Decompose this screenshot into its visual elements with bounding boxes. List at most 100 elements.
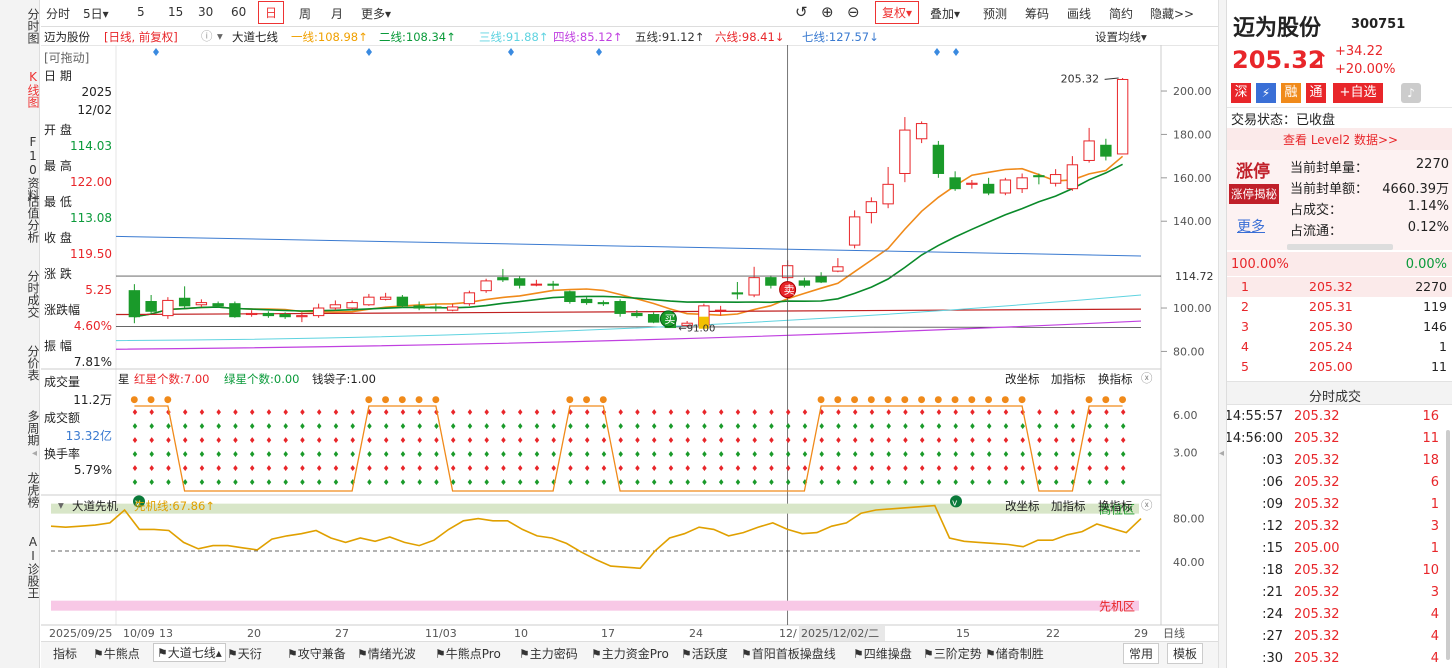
level2-link[interactable]: 查看 Level2 数据>> xyxy=(1227,128,1452,150)
indicator-tab-4[interactable]: ⚑攻守兼备 xyxy=(287,647,346,661)
sub2-close-icon[interactable]: ⓧ xyxy=(1141,498,1153,512)
period-tab-6[interactable]: 日 xyxy=(258,1,285,24)
candle[interactable] xyxy=(915,121,928,144)
candle[interactable] xyxy=(296,312,308,323)
period-tab-7[interactable]: 周 xyxy=(299,7,312,21)
nav-item-7[interactable]: 龙虎榜 xyxy=(26,472,40,508)
candle[interactable] xyxy=(798,277,811,288)
tag-margin[interactable]: 融 xyxy=(1281,83,1301,103)
candle[interactable] xyxy=(614,299,626,317)
period-tab-0[interactable]: 分时 xyxy=(46,7,71,21)
candle[interactable] xyxy=(463,290,476,306)
nav-item-4[interactable]: 分时成交 xyxy=(26,270,40,318)
tick-list[interactable]: 14:55:57 205.32 16 14:56:00 205.32 11:03 205.3… xyxy=(1227,406,1452,668)
indicator-tab-12[interactable]: ⚑三阶定势 xyxy=(923,647,982,661)
candle[interactable] xyxy=(765,275,777,289)
sub1-swap-indicator-button[interactable]: 换指标 xyxy=(1098,372,1133,386)
zoom-out-icon[interactable]: ⊖ xyxy=(847,3,860,21)
candle[interactable] xyxy=(245,310,258,317)
toolbar-item-2[interactable]: 筹码 xyxy=(1025,7,1050,21)
period-tab-3[interactable]: 15 xyxy=(168,5,184,19)
candle[interactable] xyxy=(1033,173,1045,185)
indicator-tab-0[interactable]: 指标 xyxy=(53,647,78,661)
candle[interactable] xyxy=(999,177,1012,196)
indicator-tab-8[interactable]: ⚑主力资金Pro xyxy=(591,647,669,661)
tag-connect[interactable]: 通 xyxy=(1306,83,1326,103)
indicator-tab-1[interactable]: ⚑牛熊点 xyxy=(93,647,140,661)
nav-item-0[interactable]: 分时图 xyxy=(26,8,40,44)
candle[interactable] xyxy=(1100,138,1112,161)
candle[interactable] xyxy=(262,311,275,318)
sub2-swap-indicator-button[interactable]: 换指标 xyxy=(1098,499,1133,513)
candle[interactable] xyxy=(832,258,844,273)
candle[interactable] xyxy=(128,284,141,324)
candle[interactable] xyxy=(195,299,208,307)
sub2-change-axis-button[interactable]: 改坐标 xyxy=(1005,499,1040,513)
indicator-tab-2[interactable]: ⚑大道七线▴ xyxy=(153,643,226,662)
right-panel-splitter[interactable] xyxy=(1218,0,1226,668)
kline-chart[interactable]: 200.00 180.00 160.00 140.00 100.00 80.00 114.7… xyxy=(41,45,1218,645)
candle[interactable] xyxy=(1016,173,1028,194)
undo-icon[interactable]: ↺ xyxy=(795,3,808,21)
candle[interactable] xyxy=(748,266,760,298)
bell-icon[interactable]: ♪ xyxy=(1401,83,1421,103)
candle[interactable] xyxy=(396,295,409,309)
draggable-hint[interactable]: [可拖动] xyxy=(44,51,90,65)
candle[interactable] xyxy=(966,179,978,189)
help-icon[interactable]: ⓘ xyxy=(201,29,213,43)
tag-shenzhen[interactable]: 深 xyxy=(1231,83,1251,103)
candle[interactable] xyxy=(212,301,224,309)
lightning-icon[interactable]: ⚡ xyxy=(1256,83,1276,103)
nav-item-2[interactable]: F10资料 xyxy=(26,135,40,201)
candle[interactable] xyxy=(865,197,878,224)
candle[interactable] xyxy=(279,312,291,319)
period-tab-2[interactable]: 5 xyxy=(137,5,145,19)
toolbar-item-0[interactable]: 叠加▾ xyxy=(930,7,961,21)
ticks-scrollbar[interactable] xyxy=(1446,430,1450,660)
candle[interactable] xyxy=(882,166,894,209)
indicator-tab-10[interactable]: ⚑首阳首板操盘线 xyxy=(741,647,836,661)
indicator-tab-13[interactable]: ⚑储奇制胜 xyxy=(985,647,1044,661)
zoom-in-icon[interactable]: ⊕ xyxy=(821,3,834,21)
candle[interactable] xyxy=(597,300,610,306)
period-tab-9[interactable]: 更多▾ xyxy=(361,7,392,21)
candle[interactable] xyxy=(312,303,325,318)
toolbar-item-3[interactable]: 画线 xyxy=(1067,7,1092,21)
period-tab-8[interactable]: 月 xyxy=(331,7,344,21)
toolbar-item-4[interactable]: 简约 xyxy=(1109,7,1134,21)
legend-indicator-name[interactable]: 大道七线 xyxy=(232,30,278,44)
nav-item-3[interactable]: 估值分析 xyxy=(26,195,40,243)
candle[interactable] xyxy=(547,280,559,290)
toolbar-item-5[interactable]: 隐藏>> xyxy=(1150,7,1195,21)
limit-reveal-button[interactable]: 涨停揭秘 xyxy=(1229,184,1279,204)
more-link[interactable]: 更多 xyxy=(1237,219,1265,235)
candle[interactable] xyxy=(815,272,827,284)
candle[interactable] xyxy=(413,301,425,311)
candle[interactable] xyxy=(731,281,744,300)
candle[interactable] xyxy=(379,292,392,301)
candle[interactable] xyxy=(329,300,342,311)
candle[interactable] xyxy=(982,177,995,196)
candle[interactable] xyxy=(631,310,643,318)
indicator-tab-7[interactable]: ⚑主力密码 xyxy=(519,647,578,661)
candle[interactable] xyxy=(162,297,174,319)
candle[interactable] xyxy=(363,293,375,306)
fuquan-dropdown[interactable]: 复权▾ xyxy=(875,1,920,24)
collapse-right-icon[interactable]: ◂ xyxy=(1219,448,1225,459)
sub1-add-indicator-button[interactable]: 加指标 xyxy=(1051,372,1086,386)
period-tab-5[interactable]: 60 xyxy=(231,5,247,19)
level2-link-label[interactable]: 查看 Level2 数据>> xyxy=(1283,133,1399,147)
period-tab-1[interactable]: 5日▾ xyxy=(83,7,109,21)
candle[interactable] xyxy=(1116,78,1129,155)
toolbar-item-1[interactable]: 预测 xyxy=(983,7,1008,21)
ma-settings-button[interactable]: 设置均线▾ xyxy=(1095,30,1147,44)
candle[interactable] xyxy=(480,278,492,293)
candle[interactable] xyxy=(229,301,241,318)
candle[interactable] xyxy=(949,171,961,191)
candle[interactable] xyxy=(899,117,911,183)
legend-collapse-icon[interactable]: ▾ xyxy=(217,29,223,43)
indicator-tab-11[interactable]: ⚑四维操盘 xyxy=(853,647,912,661)
nav-item-8[interactable]: AI诊股王 xyxy=(26,535,40,599)
candle[interactable] xyxy=(848,210,861,249)
candle[interactable] xyxy=(530,279,543,287)
